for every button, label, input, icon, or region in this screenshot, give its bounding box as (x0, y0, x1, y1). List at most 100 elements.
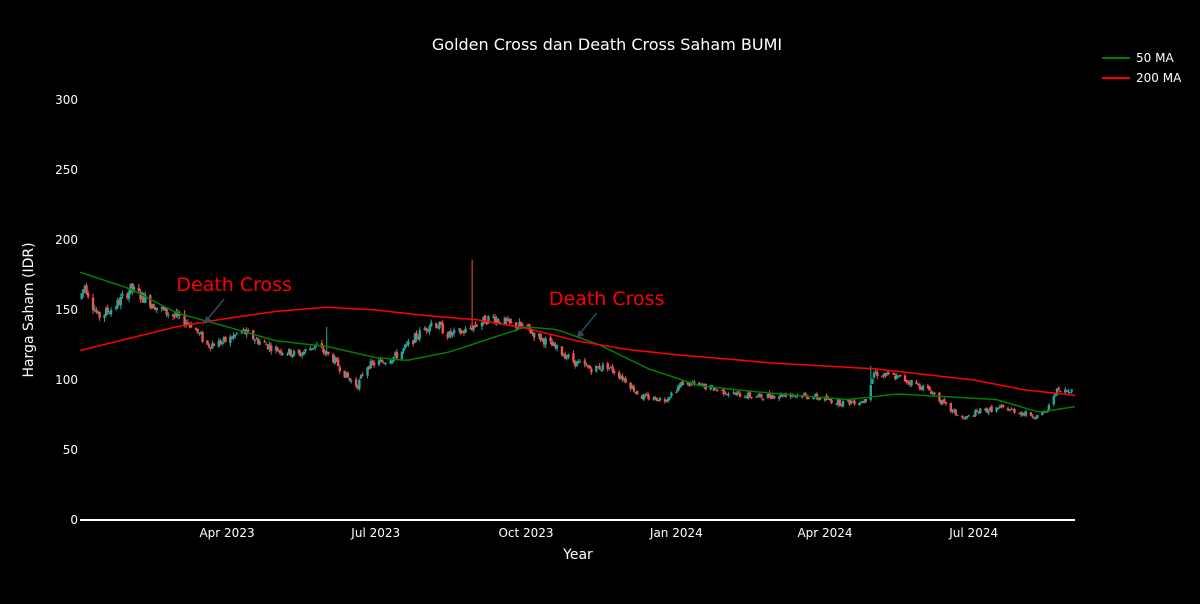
candle-body (224, 336, 227, 342)
candle-body (644, 394, 647, 396)
candle-body (972, 415, 975, 417)
candle-body (1006, 408, 1010, 411)
candle (572, 350, 575, 364)
candle-body (198, 333, 201, 335)
candle (426, 329, 430, 334)
candle-body (338, 367, 341, 372)
y-tick-label: 250 (55, 163, 78, 177)
candle (652, 396, 655, 401)
x-axis: Apr 2023 Jul 2023 Oct 2023 Jan 2024 Apr 2024… (80, 519, 1075, 540)
candle-body (830, 399, 833, 404)
candle (377, 358, 381, 367)
candle-body (289, 349, 292, 356)
candle-body (876, 371, 879, 377)
candle-body (698, 382, 701, 385)
candle (281, 352, 284, 356)
candle (423, 325, 426, 331)
candle-body (720, 389, 724, 391)
candle-body (609, 366, 613, 368)
candle-body (915, 381, 918, 385)
candle (778, 395, 781, 402)
candle-body (766, 394, 770, 399)
candle-body (86, 293, 90, 297)
candle-body (634, 392, 637, 394)
candle-body (975, 410, 979, 412)
candle (452, 327, 456, 337)
candle (1010, 407, 1013, 410)
x-tick-label: Apr 2024 (797, 526, 852, 540)
candle-body (828, 398, 832, 401)
candle (861, 400, 864, 404)
candle-body (964, 417, 967, 419)
candle-body (974, 410, 977, 417)
legend-item[interactable]: 50 MA (1102, 51, 1174, 65)
candle-body (106, 307, 109, 313)
candle (269, 342, 273, 355)
candle-body (738, 393, 742, 397)
candle-body (588, 365, 591, 369)
candle-body (750, 397, 753, 399)
candle-body (403, 344, 407, 348)
candle-body (495, 318, 498, 324)
candle-body (382, 362, 386, 364)
candle (895, 372, 899, 380)
y-tick-label: 100 (55, 373, 78, 387)
candle-body (129, 283, 132, 293)
candle (291, 354, 294, 359)
candle (206, 340, 209, 345)
candle-body (1011, 409, 1015, 411)
candle-body (1013, 409, 1016, 413)
candle-body (114, 307, 118, 309)
candle (1000, 403, 1003, 409)
candle (274, 345, 278, 354)
candle (1067, 388, 1070, 394)
candle (668, 396, 672, 401)
candle-body (967, 415, 971, 417)
candle-body (336, 359, 340, 367)
candle (657, 399, 660, 402)
candle (106, 304, 109, 315)
candle-body (183, 313, 186, 326)
candle-body (680, 382, 683, 387)
candle-body (575, 361, 578, 367)
annotation-arrow-head (576, 330, 585, 338)
candle-body (266, 344, 270, 349)
candle (595, 365, 598, 373)
candle-body (647, 395, 650, 400)
candle (434, 322, 438, 329)
candle (439, 321, 443, 326)
candle (928, 385, 931, 391)
candle (972, 414, 975, 417)
candle (567, 353, 570, 360)
candle (1029, 411, 1033, 416)
candle (727, 391, 730, 398)
legend[interactable]: 50 MA 200 MA (1102, 51, 1182, 85)
candle (95, 306, 98, 314)
candle (907, 380, 910, 385)
candle (871, 378, 874, 384)
candle-body (469, 327, 472, 329)
candle-body (312, 347, 315, 349)
x-tick-label: Apr 2023 (199, 526, 254, 540)
candle (851, 400, 854, 403)
legend-item[interactable]: 200 MA (1102, 71, 1182, 85)
candle-body (613, 371, 616, 374)
candle (552, 340, 556, 347)
candle (735, 391, 738, 396)
candle-body (163, 307, 167, 311)
candle-body (930, 391, 933, 394)
candle-body (91, 297, 95, 310)
candle (309, 345, 312, 351)
candle-body (814, 394, 817, 397)
candle-body (681, 381, 685, 386)
candle-body (988, 407, 992, 411)
candle (622, 377, 626, 383)
candle-body (217, 340, 221, 348)
candle (920, 386, 923, 391)
candle (761, 397, 765, 402)
candle (745, 395, 748, 399)
candle-body (247, 330, 250, 332)
candle (407, 338, 410, 347)
